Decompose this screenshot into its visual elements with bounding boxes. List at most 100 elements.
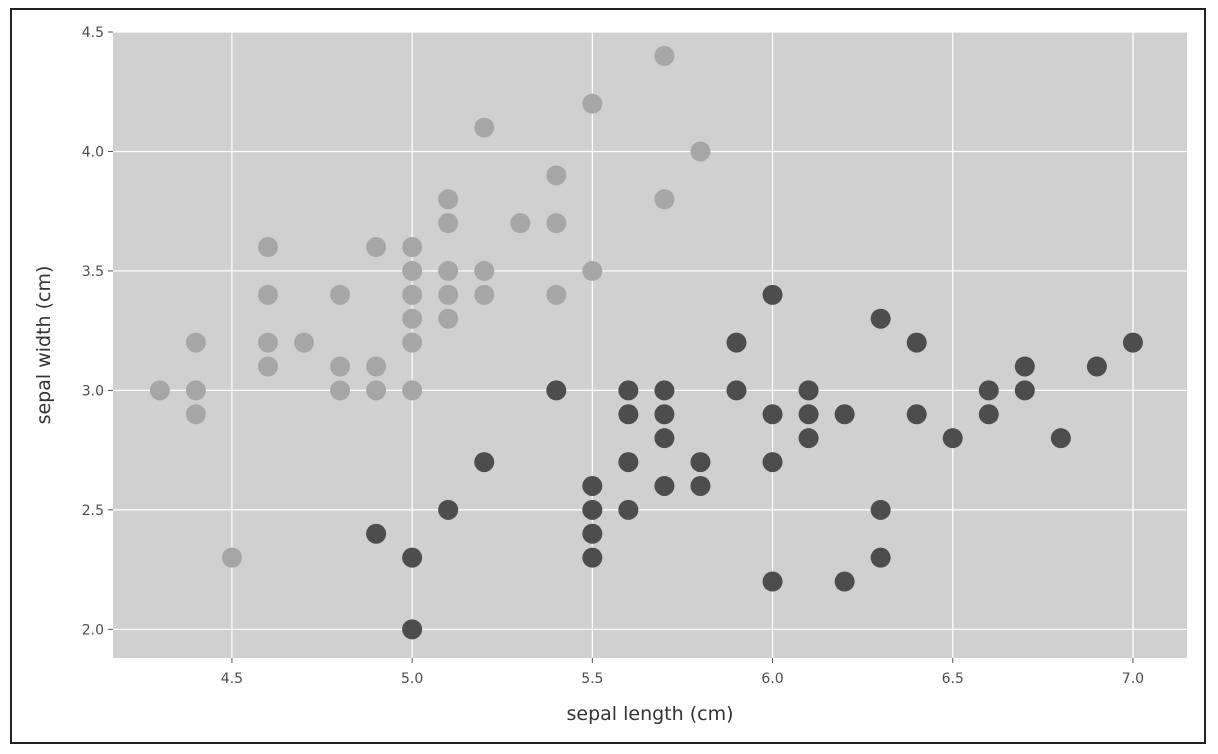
- data-point-series-1: [438, 260, 459, 281]
- data-point-series-1: [221, 547, 242, 568]
- data-point-series-2: [726, 332, 747, 353]
- tick-marks: [108, 31, 1134, 663]
- data-points: [149, 45, 1143, 640]
- data-point-series-2: [798, 428, 819, 449]
- data-point-series-2: [870, 499, 891, 520]
- data-point-series-2: [366, 523, 387, 544]
- data-point-series-1: [294, 332, 315, 353]
- data-point-series-2: [402, 547, 423, 568]
- data-point-series-1: [546, 284, 567, 305]
- data-point-series-2: [618, 452, 639, 473]
- x-tick-label: 6.0: [761, 671, 783, 687]
- data-point-series-2: [1086, 356, 1107, 377]
- data-point-series-2: [654, 380, 675, 401]
- x-axis-label: sepal length (cm): [567, 703, 734, 725]
- data-point-series-1: [474, 117, 495, 138]
- data-point-series-2: [546, 380, 567, 401]
- data-point-series-2: [1050, 428, 1071, 449]
- data-point-series-2: [870, 308, 891, 329]
- data-point-series-1: [402, 260, 423, 281]
- x-tick-label: 4.5: [221, 671, 243, 687]
- x-tick-label: 5.5: [581, 671, 603, 687]
- y-tick-label: 3.0: [82, 383, 104, 399]
- data-point-series-2: [618, 404, 639, 425]
- data-point-series-1: [330, 356, 351, 377]
- data-point-series-1: [582, 260, 603, 281]
- x-tick-label: 6.5: [942, 671, 964, 687]
- data-point-series-1: [366, 380, 387, 401]
- data-point-series-2: [654, 404, 675, 425]
- data-point-series-1: [438, 213, 459, 234]
- data-point-series-2: [762, 571, 783, 592]
- data-point-series-2: [582, 547, 603, 568]
- data-point-series-1: [546, 165, 567, 186]
- data-point-series-2: [1014, 356, 1035, 377]
- data-point-series-1: [510, 213, 531, 234]
- data-point-series-2: [582, 499, 603, 520]
- data-point-series-1: [474, 284, 495, 305]
- data-point-series-1: [185, 380, 206, 401]
- data-point-series-1: [402, 284, 423, 305]
- x-tick-label: 7.0: [1122, 671, 1144, 687]
- data-point-series-1: [402, 332, 423, 353]
- y-tick-label: 3.5: [82, 264, 104, 280]
- tick-labels: 4.5 5.0 5.5 6.0 6.5 7.0 2.0 2.5 3.0 3.5 4.0 4.5: [82, 25, 1144, 687]
- data-point-series-2: [798, 380, 819, 401]
- data-point-series-2: [762, 404, 783, 425]
- data-point-series-2: [726, 380, 747, 401]
- data-point-series-1: [366, 356, 387, 377]
- data-point-series-2: [582, 523, 603, 544]
- data-point-series-2: [906, 332, 927, 353]
- data-point-series-1: [438, 308, 459, 329]
- data-point-series-2: [618, 499, 639, 520]
- y-tick-label: 2.5: [82, 503, 104, 519]
- plot-area: [113, 32, 1187, 658]
- data-point-series-2: [474, 452, 495, 473]
- data-point-series-1: [257, 237, 278, 258]
- data-point-series-2: [654, 428, 675, 449]
- data-point-series-1: [149, 380, 170, 401]
- data-point-series-1: [546, 213, 567, 234]
- data-point-series-2: [906, 404, 927, 425]
- data-point-series-1: [438, 284, 459, 305]
- data-point-series-1: [366, 237, 387, 258]
- y-tick-label: 4.0: [82, 144, 104, 160]
- x-tick-label: 5.0: [401, 671, 423, 687]
- data-point-series-1: [330, 284, 351, 305]
- data-point-series-2: [978, 404, 999, 425]
- data-point-series-2: [654, 475, 675, 496]
- data-point-series-1: [402, 237, 423, 258]
- data-point-series-1: [402, 308, 423, 329]
- data-point-series-1: [582, 93, 603, 114]
- data-point-series-2: [834, 404, 855, 425]
- data-point-series-2: [582, 475, 603, 496]
- data-point-series-2: [942, 428, 963, 449]
- data-point-series-1: [330, 380, 351, 401]
- data-point-series-2: [798, 404, 819, 425]
- data-point-series-2: [978, 380, 999, 401]
- data-point-series-1: [185, 332, 206, 353]
- data-point-series-1: [257, 284, 278, 305]
- data-point-series-1: [257, 332, 278, 353]
- data-point-series-2: [870, 547, 891, 568]
- data-point-series-2: [1014, 380, 1035, 401]
- data-point-series-1: [474, 260, 495, 281]
- y-axis-label: sepal width (cm): [33, 266, 55, 425]
- data-point-series-1: [438, 189, 459, 210]
- data-point-series-2: [618, 380, 639, 401]
- data-point-series-1: [654, 45, 675, 66]
- data-point-series-2: [834, 571, 855, 592]
- data-point-series-1: [257, 356, 278, 377]
- data-point-series-2: [762, 452, 783, 473]
- data-point-series-1: [654, 189, 675, 210]
- data-point-series-1: [690, 141, 711, 162]
- data-point-series-2: [690, 452, 711, 473]
- data-point-series-2: [690, 475, 711, 496]
- data-point-series-1: [185, 404, 206, 425]
- data-point-series-1: [402, 380, 423, 401]
- data-point-series-2: [1122, 332, 1143, 353]
- y-tick-label: 4.5: [82, 25, 104, 41]
- y-tick-label: 2.0: [82, 622, 104, 638]
- data-point-series-2: [402, 619, 423, 640]
